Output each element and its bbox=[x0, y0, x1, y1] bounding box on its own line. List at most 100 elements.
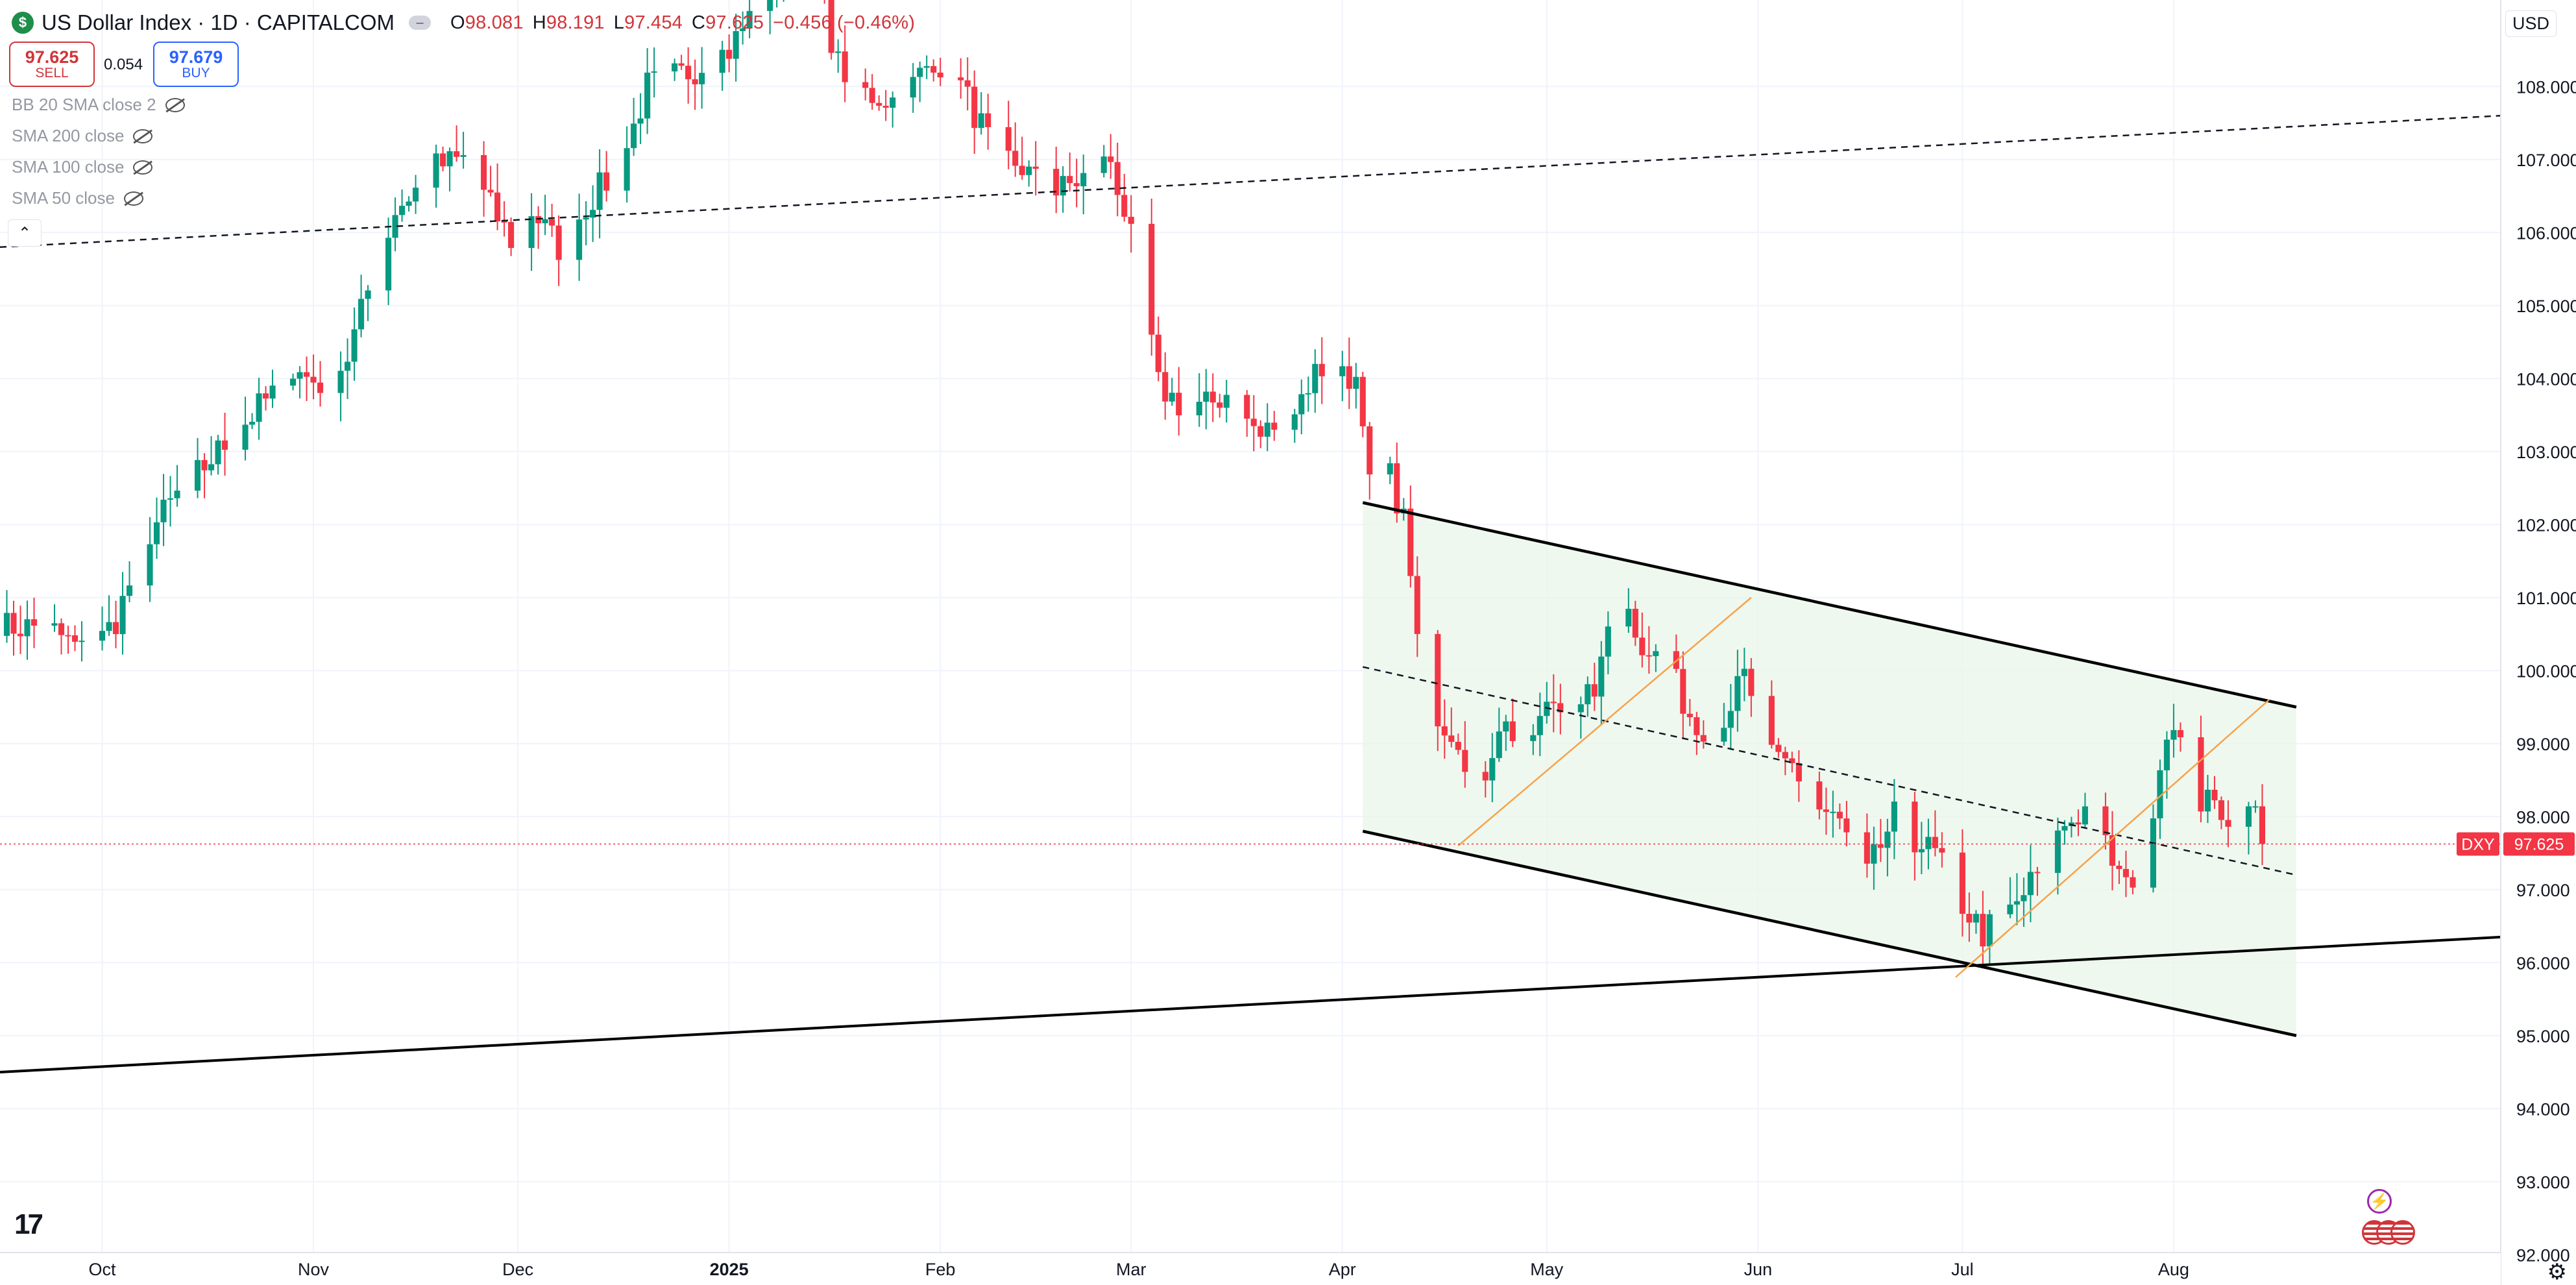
candle bbox=[30, 597, 38, 648]
candle-body bbox=[1339, 366, 1346, 376]
indicator-row[interactable]: BB 20 SMA close 2 bbox=[12, 95, 185, 115]
candle bbox=[1203, 369, 1209, 430]
candle bbox=[3, 590, 10, 643]
candle bbox=[1217, 393, 1223, 418]
us-flag-icon[interactable] bbox=[2390, 1220, 2415, 1245]
hidden-eye-icon[interactable] bbox=[123, 191, 143, 206]
buy-button[interactable]: 97.679 BUY bbox=[153, 42, 239, 87]
candle bbox=[1680, 651, 1686, 739]
candle-body bbox=[249, 421, 256, 425]
candle-body bbox=[923, 66, 930, 68]
candle bbox=[1148, 199, 1155, 356]
candle-body bbox=[2021, 895, 2027, 901]
candle-body bbox=[596, 172, 603, 210]
candle-body bbox=[719, 49, 725, 73]
candle-body bbox=[269, 386, 276, 399]
candle bbox=[1550, 674, 1557, 733]
candle bbox=[119, 572, 126, 655]
hidden-eye-icon[interactable] bbox=[165, 97, 185, 112]
time-axis[interactable]: Oct Nov Dec 2025 Feb Mar Apr May Jun Jul Aug bbox=[0, 1252, 2501, 1285]
collapse-legend-button[interactable]: ⌃ bbox=[8, 219, 42, 247]
candle-body bbox=[1060, 176, 1066, 196]
currency-selector[interactable]: USD bbox=[2505, 10, 2557, 37]
candle-body bbox=[930, 66, 937, 73]
settings-gear-icon[interactable]: ⚙ bbox=[2547, 1260, 2567, 1284]
candle bbox=[1625, 588, 1632, 633]
drawing-tools[interactable] bbox=[0, 115, 2501, 1073]
candle bbox=[2082, 792, 2088, 829]
candle bbox=[1700, 720, 1707, 749]
candle-body bbox=[1312, 363, 1318, 393]
candle-body bbox=[1598, 656, 1605, 697]
time-tick-label: May bbox=[1530, 1260, 1564, 1279]
candle-body bbox=[153, 522, 160, 545]
candle bbox=[1367, 422, 1373, 500]
candle bbox=[1318, 337, 1325, 404]
candle-body bbox=[351, 329, 358, 362]
candle-body bbox=[1318, 363, 1325, 376]
long-support-line[interactable] bbox=[0, 935, 2501, 1073]
candle-body bbox=[1775, 744, 1782, 752]
channel-mid-line[interactable] bbox=[1363, 666, 2297, 876]
candle-body bbox=[358, 299, 365, 330]
candle-body bbox=[310, 376, 317, 383]
candle-body bbox=[481, 154, 487, 190]
sell-button[interactable]: 97.625 SELL bbox=[9, 42, 95, 87]
indicator-row[interactable]: SMA 100 close bbox=[12, 157, 153, 177]
candle bbox=[2102, 792, 2109, 850]
collapse-toggle-icon[interactable]: – bbox=[409, 16, 431, 30]
candle bbox=[2130, 870, 2136, 894]
candle-body bbox=[1346, 366, 1352, 389]
candle-body bbox=[221, 440, 228, 450]
candle bbox=[2157, 759, 2163, 839]
candle-body bbox=[1768, 696, 1775, 745]
candle bbox=[776, 0, 778, 8]
candle-body bbox=[256, 393, 262, 422]
symbol-title[interactable]: US Dollar Index · 1D · CAPITALCOM bbox=[42, 10, 395, 34]
trend-line-orange[interactable] bbox=[1457, 596, 1752, 847]
indicator-row[interactable]: SMA 200 close bbox=[12, 126, 153, 146]
candle bbox=[1121, 173, 1128, 222]
candle-body bbox=[1108, 156, 1114, 162]
symbol-legend[interactable]: $ US Dollar Index · 1D · CAPITALCOM – O9… bbox=[12, 8, 924, 38]
candle-body bbox=[2116, 865, 2122, 869]
candle-body bbox=[112, 622, 119, 635]
candle-body bbox=[290, 378, 297, 386]
candle bbox=[631, 97, 637, 156]
candle bbox=[828, 0, 834, 60]
candle-body bbox=[460, 154, 467, 157]
trend-line-orange[interactable] bbox=[1955, 699, 2270, 978]
lightning-icon[interactable]: ⚡ bbox=[2367, 1189, 2392, 1214]
candle-body bbox=[1632, 609, 1638, 638]
candle bbox=[1448, 707, 1455, 748]
candle-body bbox=[1298, 394, 1305, 415]
candle-body bbox=[1203, 391, 1209, 402]
candle bbox=[1986, 909, 1993, 964]
long-resistance-line[interactable] bbox=[0, 115, 2501, 248]
candle bbox=[549, 203, 555, 237]
candle-body bbox=[1830, 811, 1836, 813]
event-flags[interactable] bbox=[2362, 1220, 2415, 1245]
candle bbox=[1795, 750, 1802, 802]
candle bbox=[1359, 371, 1366, 437]
indicator-row[interactable]: SMA 50 close bbox=[12, 188, 143, 208]
price-tick-label: 106.000 bbox=[2516, 223, 2576, 243]
hidden-eye-icon[interactable] bbox=[133, 160, 153, 175]
indicator-label: BB 20 SMA close 2 bbox=[12, 95, 156, 114]
candle bbox=[2116, 861, 2122, 885]
candle bbox=[644, 48, 651, 134]
tradingview-logo[interactable]: 17 bbox=[14, 1208, 43, 1240]
candle bbox=[106, 595, 112, 636]
price-tick-label: 105.000 bbox=[2516, 297, 2576, 316]
candle-body bbox=[1966, 914, 1973, 923]
price-tick-label: 97.000 bbox=[2516, 881, 2570, 900]
hidden-eye-icon[interactable] bbox=[133, 128, 153, 143]
candle bbox=[2150, 804, 2156, 893]
channel-lower-line[interactable] bbox=[1362, 829, 2297, 1037]
candle-body bbox=[1550, 702, 1557, 704]
price-axis[interactable]: 108.000 107.000 106.000 105.000 104.000 103.0… bbox=[2500, 0, 2576, 1285]
channel-upper-line[interactable] bbox=[1362, 501, 2297, 709]
candle bbox=[304, 356, 310, 402]
candle-body bbox=[1053, 169, 1060, 196]
